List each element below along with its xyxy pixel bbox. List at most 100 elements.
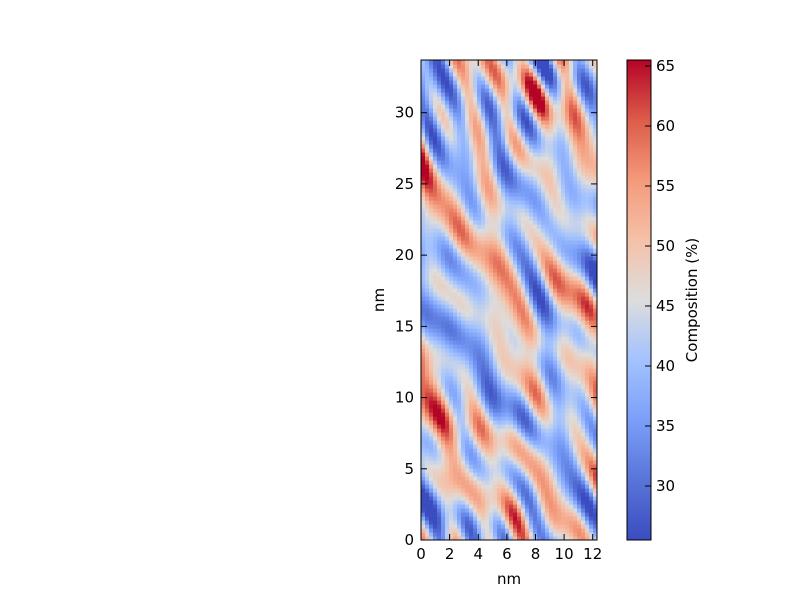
heatmap-cell: [553, 464, 558, 469]
heatmap-cell: [445, 240, 450, 245]
heatmap-cell: [425, 456, 430, 461]
heatmap-cell: [553, 460, 558, 465]
heatmap-cell: [421, 524, 426, 529]
heatmap-cell: [489, 320, 494, 325]
heatmap-cell: [481, 256, 486, 261]
heatmap-cell: [449, 168, 454, 173]
heatmap-cell: [441, 452, 446, 457]
heatmap-cell: [537, 308, 542, 313]
heatmap-cell: [573, 332, 578, 337]
heatmap-cell: [477, 132, 482, 137]
heatmap-cell: [541, 328, 546, 333]
heatmap-cell: [461, 92, 466, 97]
heatmap-cell: [465, 512, 470, 517]
heatmap-cell: [465, 308, 470, 313]
heatmap-cell: [509, 224, 514, 229]
heatmap-cell: [473, 392, 478, 397]
heatmap-cell: [593, 452, 597, 457]
heatmap-cell: [525, 108, 530, 113]
heatmap-cell: [469, 204, 474, 209]
heatmap-cell: [557, 348, 562, 353]
heatmap-cell: [421, 472, 426, 477]
heatmap-cell: [505, 456, 510, 461]
heatmap-cell: [441, 496, 446, 501]
heatmap-cell: [501, 320, 506, 325]
heatmap-cell: [569, 532, 574, 537]
heatmap-cell: [525, 436, 530, 441]
heatmap-cell: [557, 276, 562, 281]
heatmap-cell: [493, 536, 498, 540]
heatmap-cell: [593, 156, 597, 161]
heatmap-cell: [489, 440, 494, 445]
heatmap-cell: [449, 468, 454, 473]
heatmap-cell: [421, 504, 426, 509]
heatmap-cell: [545, 136, 550, 141]
heatmap-cell: [525, 180, 530, 185]
heatmap-cell: [465, 528, 470, 533]
heatmap-cell: [473, 324, 478, 329]
heatmap-cell: [541, 488, 546, 493]
heatmap-cell: [569, 192, 574, 197]
heatmap-cell: [437, 324, 442, 329]
heatmap-cell: [521, 456, 526, 461]
heatmap-cell: [569, 132, 574, 137]
heatmap-cell: [437, 376, 442, 381]
heatmap-cell: [461, 508, 466, 513]
heatmap-cell: [421, 260, 426, 265]
heatmap-cell: [425, 516, 430, 521]
heatmap-cell: [549, 208, 554, 213]
heatmap-cell: [485, 464, 490, 469]
heatmap-cell: [477, 372, 482, 377]
heatmap-cell: [509, 148, 514, 153]
heatmap-cell: [545, 444, 550, 449]
heatmap-cell: [505, 356, 510, 361]
heatmap-cell: [497, 292, 502, 297]
heatmap-cell: [477, 280, 482, 285]
heatmap-cell: [453, 440, 458, 445]
heatmap-cell: [477, 200, 482, 205]
heatmap-cell: [581, 140, 586, 145]
heatmap-cell: [525, 252, 530, 257]
heatmap-cell: [485, 292, 490, 297]
heatmap-cell: [585, 348, 590, 353]
heatmap-cell: [557, 340, 562, 345]
heatmap-cell: [509, 140, 514, 145]
heatmap-cell: [577, 512, 582, 517]
heatmap-cell: [569, 156, 574, 161]
heatmap-cell: [573, 488, 578, 493]
heatmap-cell: [481, 100, 486, 105]
heatmap-cell: [565, 532, 570, 537]
heatmap-cell: [585, 232, 590, 237]
heatmap-cell: [517, 268, 522, 273]
heatmap-cell: [533, 324, 538, 329]
heatmap-cell: [569, 352, 574, 357]
heatmap-cell: [497, 524, 502, 529]
heatmap-cell: [493, 400, 498, 405]
heatmap-cell: [561, 224, 566, 229]
heatmap-cell: [521, 488, 526, 493]
heatmap-cell: [541, 156, 546, 161]
heatmap-cell: [585, 332, 590, 337]
heatmap-cell: [497, 132, 502, 137]
heatmap-cell: [589, 264, 594, 269]
heatmap-cell: [485, 352, 490, 357]
heatmap-cell: [445, 132, 450, 137]
heatmap-cell: [493, 152, 498, 157]
heatmap-cell: [561, 320, 566, 325]
heatmap-cell: [429, 400, 434, 405]
heatmap-cell: [493, 404, 498, 409]
heatmap-cell: [513, 116, 518, 121]
heatmap-cell: [577, 264, 582, 269]
heatmap-cell: [593, 252, 597, 257]
heatmap-cell: [469, 172, 474, 177]
heatmap-cell: [441, 228, 446, 233]
heatmap-cell: [421, 116, 426, 121]
heatmap-cell: [521, 224, 526, 229]
heatmap-cell: [445, 352, 450, 357]
heatmap-cell: [505, 468, 510, 473]
heatmap-cell: [589, 148, 594, 153]
heatmap-cell: [453, 380, 458, 385]
heatmap-cell: [521, 492, 526, 497]
heatmap-cell: [465, 520, 470, 525]
